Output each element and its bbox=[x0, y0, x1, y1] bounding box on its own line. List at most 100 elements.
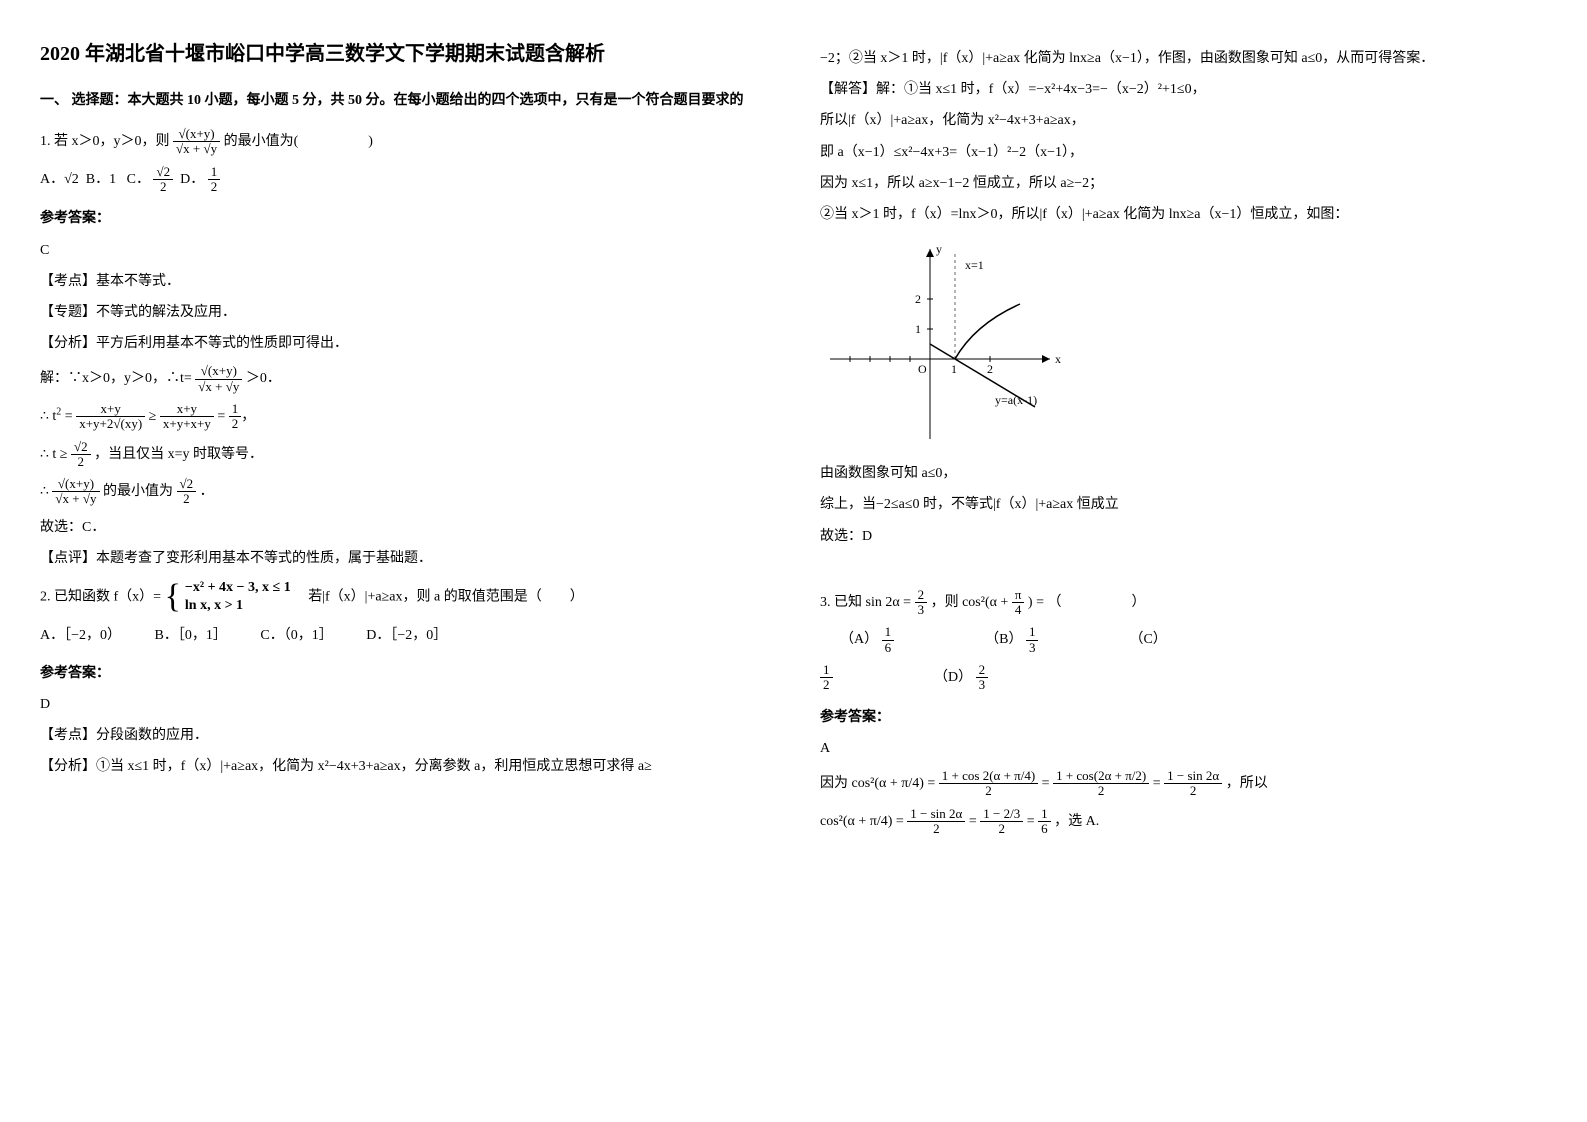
y-axis-label: y bbox=[936, 242, 942, 256]
q1-sol2-f3-num: 1 bbox=[229, 402, 242, 417]
origin-label: O bbox=[918, 362, 927, 376]
q3-sol-f2-num: 1 + cos(2α + π/2) bbox=[1053, 769, 1149, 784]
q1-sol2-ge: ≥ bbox=[149, 409, 157, 424]
q1-sol2-sup: 2 bbox=[56, 406, 61, 417]
q1-opt-c-frac: √2 2 bbox=[153, 165, 173, 195]
q2-piece-2: ln x, x > 1 bbox=[185, 598, 243, 613]
q3-sol-end: ，选 A. bbox=[1054, 814, 1099, 829]
q3-opt-c-num: 1 bbox=[820, 663, 833, 678]
q2-jiedai-1: 【解答】解：①当 x≤1 时，f（x）=−x²+4x−3=−（x−2）²+1≤0… bbox=[820, 77, 1540, 102]
q1-sol3-num: √2 bbox=[71, 440, 91, 455]
q1-main-fraction: √(x+y) √x + √y bbox=[173, 127, 220, 157]
q1-sol1-prefix: 解：∵x＞0，y＞0，∴t= bbox=[40, 371, 192, 386]
q3-sol-eq2: = bbox=[1153, 776, 1161, 791]
q3-sin-num: 2 bbox=[915, 588, 928, 603]
q1-sol4-num-b: √2 bbox=[177, 477, 197, 492]
q1-sol2-f2-num: x+y bbox=[160, 402, 214, 417]
q1-sol2-f3-den: 2 bbox=[229, 417, 242, 431]
q1-sol3-prefix: ∴ t ≥ bbox=[40, 447, 67, 462]
q2-after-2: 综上，当−2≤a≤0 时，不等式|f（x）|+a≥ax 恒成立 bbox=[820, 492, 1540, 517]
q1-sol4-mid: 的最小值为 bbox=[103, 484, 173, 499]
q3-sol-f1-num: 1 + cos 2(α + π/4) bbox=[939, 769, 1038, 784]
q1-opt-c-num: √2 bbox=[153, 165, 173, 180]
q1-dianping: 【点评】本题考查了变形利用基本不等式的性质，属于基础题． bbox=[40, 546, 760, 571]
q3-answer: A bbox=[820, 736, 1540, 761]
q3-sol-l2-f3: 1 6 bbox=[1038, 807, 1051, 837]
q3-opt-c-label: （C） bbox=[1129, 632, 1166, 647]
q1-sol-line3: ∴ t ≥ √2 2 ，当且仅当 x=y 时取等号． bbox=[40, 440, 760, 470]
q1-options: A．√2 B．1 C． √2 2 D． 1 2 bbox=[40, 165, 760, 195]
right-column: −2；②当 x＞1 时，|f（x）|+a≥ax 化简为 lnx≥a（x−1），作… bbox=[820, 40, 1540, 844]
q3-cos-end: ) = bbox=[1028, 595, 1044, 610]
q1-sol4-num-a: √(x+y) bbox=[52, 477, 99, 492]
q1-sol2-f1: x+y x+y+2√(xy) bbox=[76, 402, 145, 432]
q1-opt-d-den: 2 bbox=[208, 180, 221, 194]
q2-after-3: 故选：D bbox=[820, 524, 1540, 549]
q1-sol2-f2-den: x+y+x+y bbox=[160, 417, 214, 431]
q2-jiedai-5: ②当 x＞1 时，f（x）=lnx＞0，所以|f（x）|+a≥ax 化简为 ln… bbox=[820, 202, 1540, 227]
q3-sol-f1-den: 2 bbox=[939, 784, 1038, 798]
q3-sol-prefix: 因为 bbox=[820, 776, 848, 791]
q1-stem: 1. 若 x＞0，y＞0，则 √(x+y) √x + √y 的最小值为( ) bbox=[40, 127, 760, 157]
q2-stem-suffix: 若|f（x）|+a≥ax，则 a 的取值范围是（ ） bbox=[294, 589, 584, 604]
q2-piecewise-rows: −x² + 4x − 3, x ≤ 1 ln x, x > 1 bbox=[185, 579, 291, 615]
q3-stem-prefix: 3. 已知 bbox=[820, 595, 862, 610]
q3-sol-l2-f2: 1 − 2/3 2 bbox=[980, 807, 1023, 837]
q1-opt-d-label: D． bbox=[180, 172, 204, 187]
q1-sol2-f1-num: x+y bbox=[76, 402, 145, 417]
q1-sol4-frac-b: √2 2 bbox=[177, 477, 197, 507]
q1-sol-line1: 解：∵x＞0，y＞0，∴t= √(x+y) √x + √y ＞0． bbox=[40, 364, 760, 394]
exam-page: 2020 年湖北省十堰市峪口中学高三数学文下学期期末试题含解析 一、 选择题：本… bbox=[40, 40, 1540, 844]
q3-sol-l2-f2-den: 2 bbox=[980, 822, 1023, 836]
q1-sol4-den-a: √x + √y bbox=[52, 492, 99, 506]
q3-sol-f3-num: 1 − sin 2α bbox=[1164, 769, 1222, 784]
q3-cos-frac: π 4 bbox=[1012, 588, 1025, 618]
q2-stem: 2. 已知函数 f（x）= { −x² + 4x − 3, x ≤ 1 ln x… bbox=[40, 579, 760, 615]
q1-sol1-num: √(x+y) bbox=[195, 364, 242, 379]
q1-frac-den: √x + √y bbox=[173, 142, 220, 156]
ytick2-label: 2 bbox=[915, 292, 921, 306]
q2-after-1: 由函数图象可知 a≤0， bbox=[820, 461, 1540, 486]
q1-sol3-suffix: ，当且仅当 x=y 时取等号． bbox=[94, 447, 263, 462]
q2-answer-label: 参考答案： bbox=[40, 661, 760, 686]
q3-sol-eq1: = bbox=[1042, 776, 1050, 791]
q3-sol-l2-eq: = bbox=[969, 814, 977, 829]
q1-sol2-f3: 1 2 bbox=[229, 402, 242, 432]
q3-sol-f2-den: 2 bbox=[1053, 784, 1149, 798]
q1-sol1-suffix: ＞0． bbox=[246, 371, 281, 386]
page-title: 2020 年湖北省十堰市峪口中学高三数学文下学期期末试题含解析 bbox=[40, 40, 760, 68]
q3-opt-d-num: 2 bbox=[976, 663, 989, 678]
lnx-curve bbox=[955, 304, 1020, 359]
q1-sol1-frac: √(x+y) √x + √y bbox=[195, 364, 242, 394]
xtick2-label: 2 bbox=[987, 362, 993, 376]
q1-opt-b: B．1 bbox=[86, 172, 116, 187]
q3-opt-c-den: 2 bbox=[820, 678, 833, 692]
q3-sin-frac: 2 3 bbox=[915, 588, 928, 618]
q2-piecewise: { −x² + 4x − 3, x ≤ 1 ln x, x > 1 bbox=[165, 579, 291, 615]
q3-opt-b-frac: 1 3 bbox=[1026, 625, 1039, 655]
q1-zhuanti: 【专题】不等式的解法及应用． bbox=[40, 300, 760, 325]
q1-sol4-suffix: ． bbox=[200, 484, 214, 499]
q1-sol-line4: ∴ √(x+y) √x + √y 的最小值为 √2 2 ． bbox=[40, 477, 760, 507]
q3-sol-line2: cos²(α + π/4) = 1 − sin 2α 2 = 1 − 2/3 2… bbox=[820, 807, 1540, 837]
q3-opt-a-den: 6 bbox=[882, 641, 895, 655]
q3-opt-d-den: 3 bbox=[976, 678, 989, 692]
q1-fenxi: 【分析】平方后利用基本不等式的性质即可得出． bbox=[40, 331, 760, 356]
q1-sol1-den: √x + √y bbox=[195, 380, 242, 394]
q1-opt-c-label: C． bbox=[127, 172, 150, 187]
q3-sol-f1: 1 + cos 2(α + π/4) 2 bbox=[939, 769, 1038, 799]
q3-stem-mid: ，则 bbox=[931, 595, 959, 610]
q3-sin-den: 3 bbox=[915, 603, 928, 617]
q3-cos-den: 4 bbox=[1012, 603, 1025, 617]
q1-sol3-frac: √2 2 bbox=[71, 440, 91, 470]
q3-sol-l2-f3-num: 1 bbox=[1038, 807, 1051, 822]
q1-sol2-suffix: ， bbox=[241, 409, 255, 424]
q3-opt-a-num: 1 bbox=[882, 625, 895, 640]
q2-jiedai-4: 因为 x≤1，所以 a≥x−1−2 恒成立，所以 a≥−2； bbox=[820, 171, 1540, 196]
left-column: 2020 年湖北省十堰市峪口中学高三数学文下学期期末试题含解析 一、 选择题：本… bbox=[40, 40, 760, 844]
q1-sol-conclusion: 故选：C． bbox=[40, 515, 760, 540]
q3-opt-b-label: （B） bbox=[985, 632, 1022, 647]
x-arrow-icon bbox=[1042, 355, 1050, 363]
q2-graph: x=1 1 2 y=a(x-1) O 1 2 x y bbox=[820, 239, 1540, 449]
q3-opt-row1: （A） 1 6 （B） 1 3 （C） bbox=[820, 625, 1540, 655]
